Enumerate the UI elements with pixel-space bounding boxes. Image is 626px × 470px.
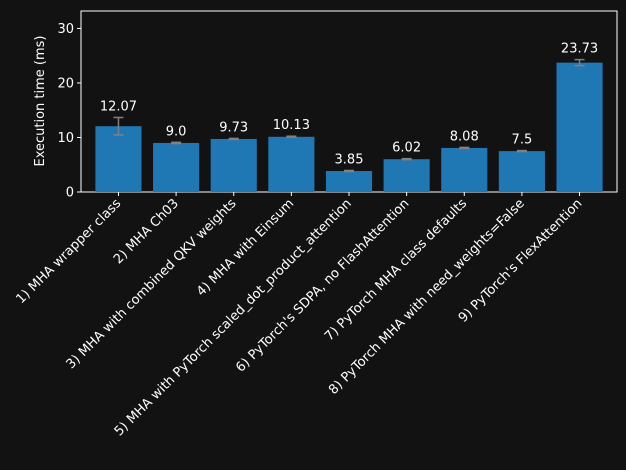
value-labels: 12.07 9.0 9.73 10.13 3.85 6.02 8.08 7.5 23.73: [100, 42, 598, 168]
y-axis-label: Execution time (ms): [33, 35, 48, 166]
bar: [95, 126, 142, 192]
x-tick-label: 4) MHA with Einsum: [194, 196, 297, 299]
bar: [556, 62, 603, 192]
value-label: 10.13: [273, 118, 310, 133]
value-label: 23.73: [561, 42, 598, 57]
error-bar: [113, 116, 124, 136]
error-bar: [574, 58, 585, 67]
value-label: 6.02: [392, 141, 421, 156]
x-tick-label: 8) PyTorch MHA with need_weights=False: [326, 196, 528, 398]
error-bar: [171, 141, 182, 145]
y-axis: 0 10 20 30: [57, 22, 81, 201]
error-bars: [113, 58, 585, 173]
x-tick-label: 9) PyTorch's FlexAttention: [456, 196, 586, 326]
y-tick-label: 10: [57, 131, 74, 146]
bar: [153, 142, 200, 192]
bar: [325, 171, 373, 192]
y-tick-label: 20: [57, 76, 74, 91]
value-label: 8.08: [450, 129, 479, 144]
bar: [441, 147, 488, 192]
x-tick-label: 1) MHA wrapper class: [13, 196, 124, 307]
error-bar: [516, 149, 527, 153]
bar: [498, 151, 545, 192]
error-bar: [459, 146, 470, 150]
value-label: 9.73: [219, 120, 248, 135]
y-tick-label: 30: [57, 22, 74, 37]
value-label: 12.07: [100, 99, 137, 114]
error-bar: [286, 135, 297, 139]
bar: [210, 138, 257, 192]
value-label: 3.85: [335, 152, 364, 167]
y-tick-label: 0: [66, 186, 74, 201]
value-label: 7.5: [512, 133, 533, 148]
value-label: 9.0: [166, 124, 187, 139]
error-bar: [228, 137, 239, 141]
bar: [383, 159, 430, 192]
error-bar: [401, 157, 412, 161]
bar: [268, 136, 315, 192]
error-bar: [344, 169, 354, 173]
bars: [95, 62, 603, 192]
